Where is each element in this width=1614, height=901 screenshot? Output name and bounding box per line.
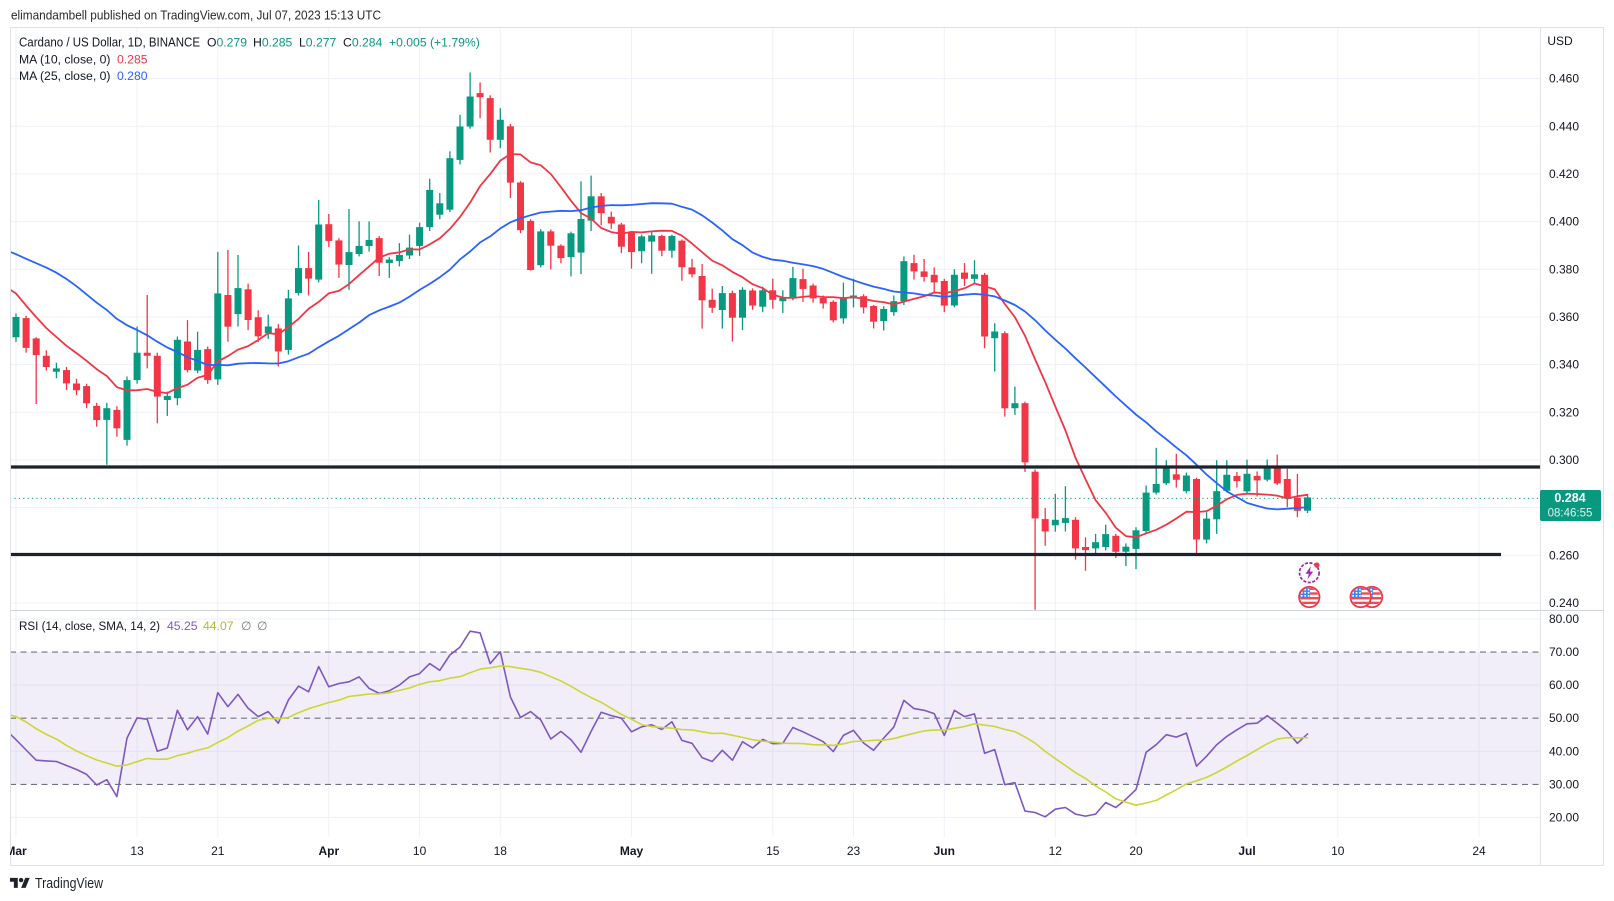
svg-text:20: 20	[1129, 844, 1143, 858]
svg-text:Jun: Jun	[934, 844, 955, 858]
svg-text:TradingView: TradingView	[35, 876, 103, 892]
svg-text:MA (10, close, 0): MA (10, close, 0)	[19, 53, 110, 67]
svg-text:MA (25, close, 0): MA (25, close, 0)	[19, 69, 110, 83]
svg-text:0.460: 0.460	[1549, 72, 1579, 86]
svg-text:0.285: 0.285	[117, 53, 148, 67]
svg-text:20.00: 20.00	[1549, 810, 1579, 824]
svg-text:Cardano / US Dollar, 1D, BINAN: Cardano / US Dollar, 1D, BINANCE	[19, 36, 200, 50]
svg-text:∅: ∅	[241, 619, 252, 633]
svg-text:0.400: 0.400	[1549, 215, 1579, 229]
svg-text:USD: USD	[1547, 34, 1573, 48]
svg-text:Mar: Mar	[5, 844, 27, 858]
svg-text:40.00: 40.00	[1549, 744, 1579, 758]
svg-text:RSI (14, close, SMA, 14, 2): RSI (14, close, SMA, 14, 2)	[19, 619, 160, 633]
svg-text:∅: ∅	[257, 619, 268, 633]
svg-text:23: 23	[847, 844, 861, 858]
svg-text:0.260: 0.260	[1549, 548, 1579, 562]
svg-text:70.00: 70.00	[1549, 645, 1579, 659]
svg-text:10: 10	[413, 844, 427, 858]
svg-text:O0.279: O0.279	[207, 36, 247, 50]
svg-text:24: 24	[1472, 844, 1486, 858]
svg-text:+0.005 (+1.79%): +0.005 (+1.79%)	[389, 36, 480, 50]
svg-text:60.00: 60.00	[1549, 678, 1579, 692]
svg-text:0.420: 0.420	[1549, 167, 1579, 181]
svg-text:Jul: Jul	[1238, 844, 1255, 858]
svg-text:12: 12	[1049, 844, 1063, 858]
svg-text:L0.277: L0.277	[299, 36, 337, 50]
svg-text:08:46:55: 08:46:55	[1548, 508, 1593, 520]
svg-text:0.300: 0.300	[1549, 453, 1579, 467]
svg-text:30.00: 30.00	[1549, 777, 1579, 791]
svg-text:0.320: 0.320	[1549, 405, 1579, 419]
svg-text:0.240: 0.240	[1549, 596, 1579, 610]
svg-text:0.360: 0.360	[1549, 310, 1579, 324]
svg-text:H0.285: H0.285	[253, 36, 293, 50]
svg-text:15: 15	[766, 844, 780, 858]
svg-text:13: 13	[130, 844, 144, 858]
svg-text:0.280: 0.280	[117, 69, 148, 83]
svg-text:elimandambell published on Tra: elimandambell published on TradingView.c…	[11, 8, 381, 23]
svg-text:21: 21	[211, 844, 225, 858]
svg-text:0.284: 0.284	[1554, 491, 1585, 505]
svg-text:10: 10	[1331, 844, 1345, 858]
svg-text:0.440: 0.440	[1549, 119, 1579, 133]
svg-text:45.25: 45.25	[167, 619, 198, 633]
svg-text:0.340: 0.340	[1549, 358, 1579, 372]
svg-text:May: May	[620, 844, 644, 858]
svg-text:0.380: 0.380	[1549, 262, 1579, 276]
svg-text:80.00: 80.00	[1549, 612, 1579, 626]
svg-text:50.00: 50.00	[1549, 711, 1579, 725]
svg-text:18: 18	[494, 844, 508, 858]
svg-text:44.07: 44.07	[203, 619, 234, 633]
svg-text:Apr: Apr	[318, 844, 339, 858]
svg-text:C0.284: C0.284	[343, 36, 383, 50]
